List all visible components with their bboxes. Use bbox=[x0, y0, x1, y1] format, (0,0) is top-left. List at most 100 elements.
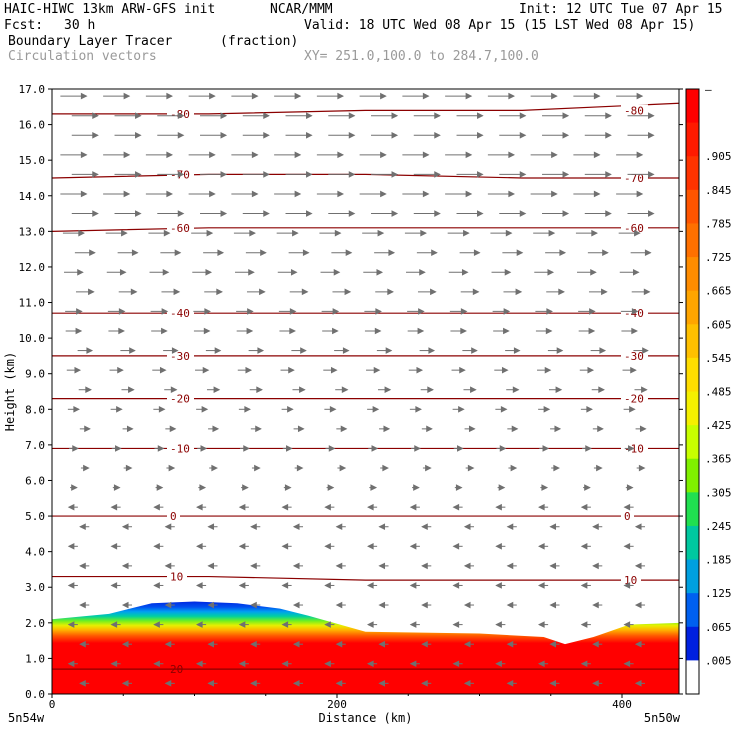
wind-vector-head bbox=[207, 562, 215, 570]
wind-vector-head bbox=[458, 405, 465, 413]
colorbar-segment bbox=[686, 559, 699, 594]
wind-vector-head bbox=[164, 680, 172, 687]
wind-vector-head bbox=[166, 190, 173, 198]
wind-vector-head bbox=[409, 503, 417, 511]
contour-label-bg bbox=[621, 349, 648, 362]
wind-vector-head bbox=[205, 268, 213, 276]
wind-vector-head bbox=[335, 640, 343, 648]
wind-vector-head bbox=[375, 308, 382, 315]
wind-vector-head bbox=[75, 327, 83, 335]
colorbar-label: .845 bbox=[705, 184, 732, 197]
wind-vector-head bbox=[67, 503, 75, 511]
contour-label-bg bbox=[621, 221, 648, 234]
wind-vector-head bbox=[586, 405, 593, 413]
wind-vector-head bbox=[121, 562, 129, 570]
wind-vector-head bbox=[538, 503, 545, 511]
wind-vector-head bbox=[306, 210, 313, 217]
contour-label: -30 bbox=[624, 350, 644, 363]
wind-vector-head bbox=[580, 621, 588, 628]
wind-vector-head bbox=[367, 582, 374, 589]
wind-vector-head bbox=[220, 210, 228, 217]
contour-label-bg bbox=[167, 392, 194, 405]
wind-vector-head bbox=[452, 582, 460, 589]
wind-vector-head bbox=[196, 582, 203, 589]
wind-vector-head bbox=[623, 503, 631, 511]
wind-vector-head bbox=[337, 92, 344, 100]
wind-vector-head bbox=[421, 640, 428, 648]
colorbar-label: .785 bbox=[705, 217, 732, 230]
wind-vector-head bbox=[538, 582, 545, 589]
wind-vector-head bbox=[263, 171, 270, 178]
wind-vector-head bbox=[591, 229, 598, 237]
wind-vector-head bbox=[177, 131, 185, 139]
wind-vector-head bbox=[201, 405, 209, 413]
wind-vector-head bbox=[434, 210, 441, 217]
wind-vector-head bbox=[123, 190, 131, 198]
colorbar-segment bbox=[686, 391, 699, 426]
wind-vector-head bbox=[110, 582, 118, 589]
wind-vector-head bbox=[220, 112, 228, 120]
wind-vector-head bbox=[174, 249, 182, 257]
wind-vector-head bbox=[292, 562, 300, 570]
wind-vector-head bbox=[79, 640, 86, 648]
wind-vector-head bbox=[548, 229, 556, 237]
wind-vector-head bbox=[592, 562, 599, 570]
wind-vector-head bbox=[506, 562, 514, 570]
wind-vector-head bbox=[628, 445, 635, 452]
wind-vector-head bbox=[380, 190, 387, 198]
contour-label: 0 bbox=[624, 510, 631, 523]
wind-vector-head bbox=[157, 445, 165, 452]
wind-vector-head bbox=[332, 327, 339, 335]
wind-vector-head bbox=[348, 112, 356, 120]
wind-vector-head bbox=[300, 347, 307, 354]
wind-vector-head bbox=[128, 386, 135, 394]
wind-vector-head bbox=[388, 249, 396, 257]
wind-vector-head bbox=[457, 445, 464, 452]
wind-vector-head bbox=[477, 210, 484, 217]
wind-vector-head bbox=[391, 210, 399, 217]
colorbar-segment bbox=[686, 122, 699, 157]
wind-vector-head bbox=[510, 464, 518, 472]
wind-vector-head bbox=[430, 288, 437, 296]
wind-vector-head bbox=[243, 445, 250, 452]
wind-vector-head bbox=[67, 621, 75, 628]
organization-label: NCAR/MMM bbox=[270, 2, 333, 17]
wind-vector-head bbox=[467, 464, 475, 472]
wind-vector-head bbox=[538, 621, 545, 628]
wind-vector-head bbox=[324, 542, 331, 550]
wind-vector-head bbox=[153, 621, 160, 628]
wind-vector-head bbox=[113, 484, 121, 491]
colorbar-segment bbox=[686, 425, 699, 460]
wind-vector-head bbox=[632, 268, 640, 276]
wind-vector-head bbox=[342, 347, 350, 354]
wind-vector-head bbox=[214, 347, 222, 354]
wind-vector-head bbox=[294, 151, 302, 159]
wind-vector-head bbox=[374, 327, 382, 335]
colorbar-frame bbox=[685, 88, 700, 695]
wind-vector-head bbox=[599, 347, 607, 354]
wind-vector-head bbox=[161, 308, 169, 315]
wind-vector-head bbox=[204, 308, 211, 315]
wind-vector-head bbox=[499, 445, 507, 452]
wind-vector-head bbox=[634, 680, 642, 687]
wind-vector-head bbox=[238, 503, 246, 511]
wind-vector-head bbox=[135, 112, 142, 120]
wind-vector-head bbox=[460, 308, 468, 315]
wind-vector-head bbox=[250, 562, 257, 570]
wind-vector-head bbox=[260, 249, 267, 257]
wind-vector-head bbox=[387, 288, 394, 296]
y-tick-label: 5.0 bbox=[25, 510, 45, 523]
wind-vector-head bbox=[471, 347, 478, 354]
wind-vector-head bbox=[605, 131, 612, 139]
wind-vector-head bbox=[263, 112, 270, 120]
wind-vector-head bbox=[287, 405, 294, 413]
wind-vector-head bbox=[630, 366, 637, 374]
colorbar-segment bbox=[686, 458, 699, 493]
wind-vector-head bbox=[465, 151, 473, 159]
contour-label: -20 bbox=[170, 393, 190, 406]
wind-vector-head bbox=[428, 347, 436, 354]
wind-vector-head bbox=[212, 425, 220, 433]
contour-label: 20 bbox=[170, 663, 183, 676]
wind-vector-head bbox=[559, 249, 567, 257]
